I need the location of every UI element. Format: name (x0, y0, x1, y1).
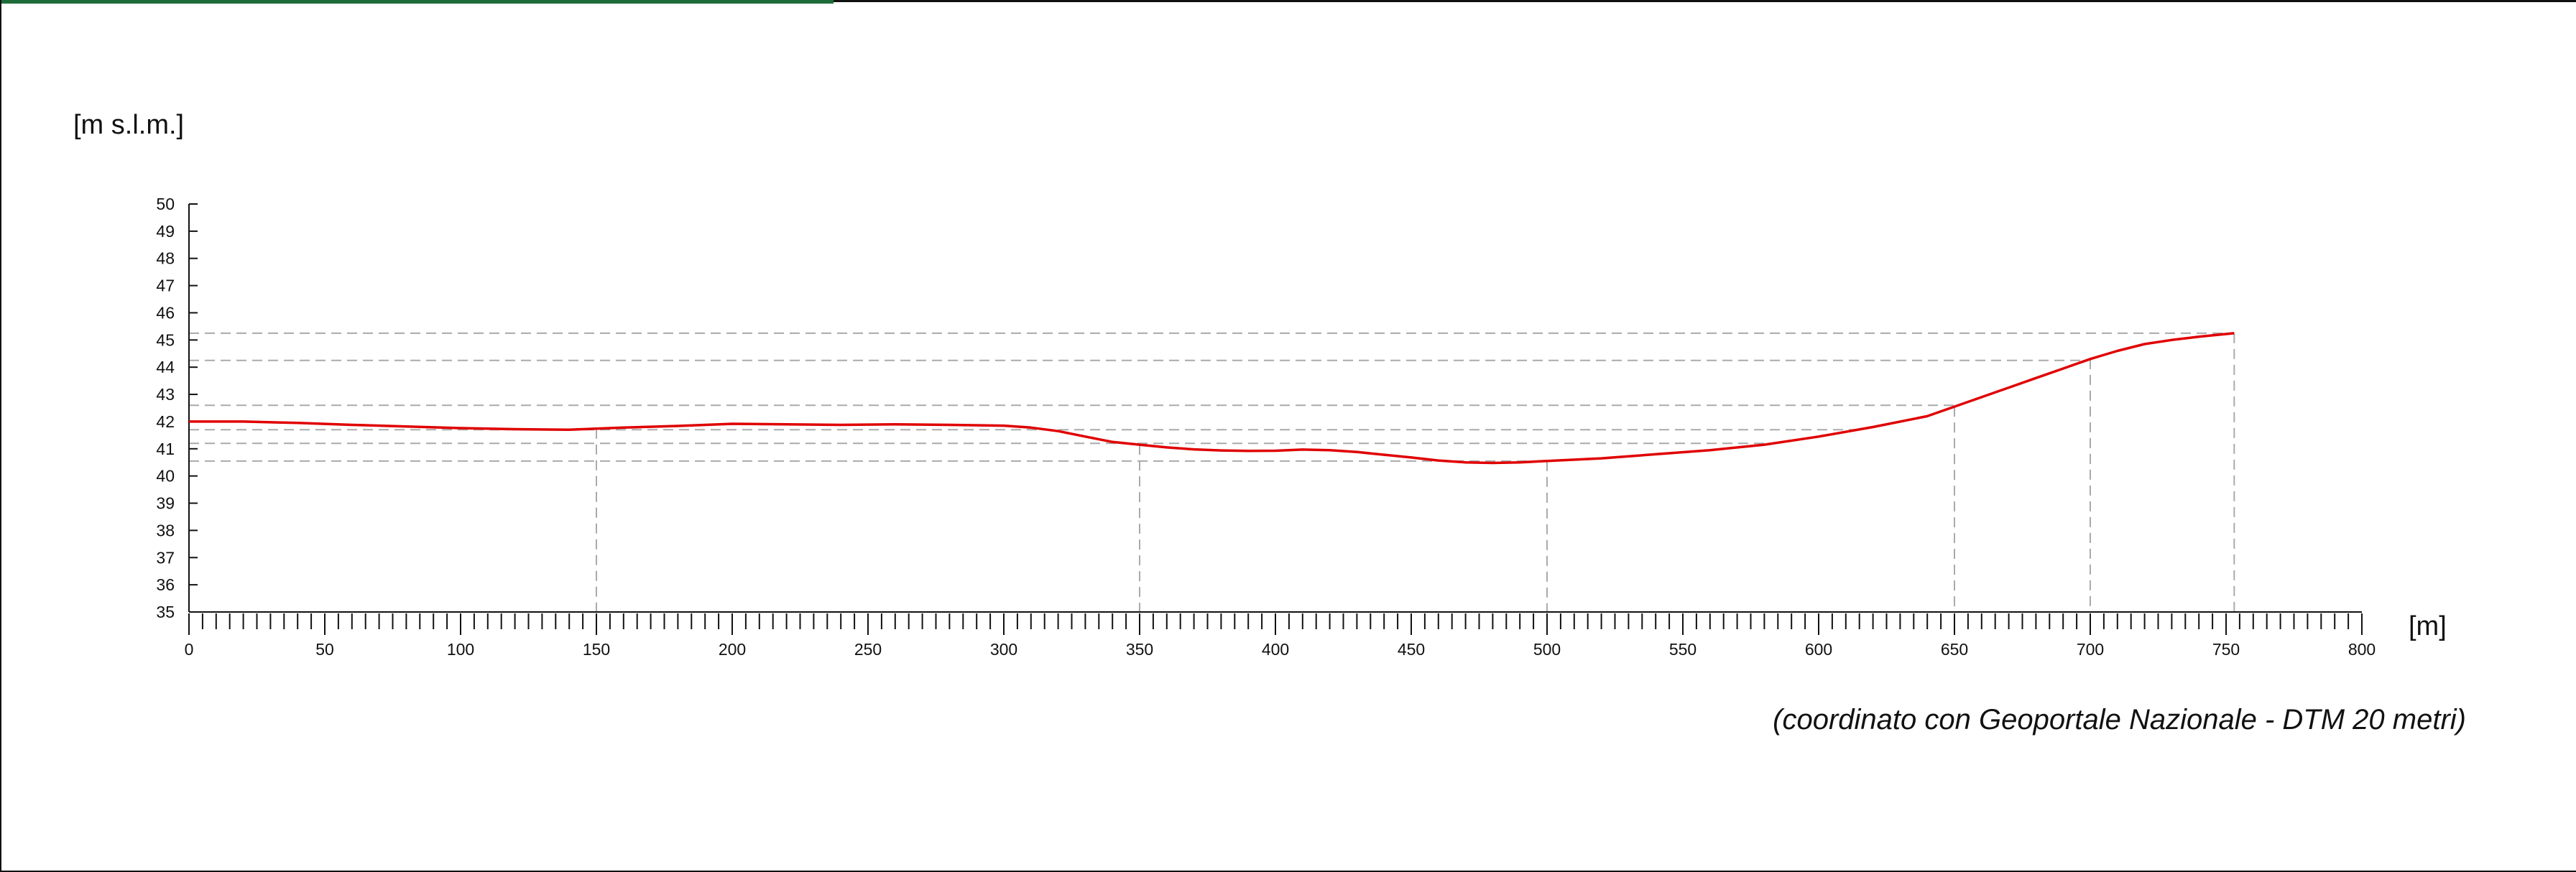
x-tick-label: 750 (2212, 640, 2240, 659)
x-tick-label: 650 (1941, 640, 1968, 659)
series-layer (189, 332, 2235, 465)
x-tick-label: 250 (854, 640, 882, 659)
x-tick-label: 0 (185, 640, 194, 659)
y-tick-label: 40 (156, 467, 175, 486)
frame-top-accent (0, 0, 834, 4)
y-tick-label: 39 (156, 494, 175, 513)
x-tick-label: 800 (2348, 640, 2376, 659)
y-tick-label: 49 (156, 222, 175, 241)
y-tick-label: 45 (156, 330, 175, 349)
x-tick-label: 450 (1398, 640, 1425, 659)
y-tick-label: 38 (156, 521, 175, 539)
frame-top-border (0, 0, 2576, 2)
x-tick-label: 150 (583, 640, 610, 659)
x-tick-label: 400 (1262, 640, 1289, 659)
x-tick-label: 350 (1126, 640, 1153, 659)
elevation-profile-line (189, 332, 2235, 465)
y-tick-label: 46 (156, 303, 175, 322)
reference-guides (189, 332, 2235, 612)
x-tick-label: 300 (990, 640, 1017, 659)
y-tick-label: 44 (156, 358, 175, 376)
frame-bottom-border (0, 871, 2576, 872)
y-tick-label: 43 (156, 385, 175, 404)
x-tick-label: 500 (1533, 640, 1561, 659)
x-tick-label: 600 (1805, 640, 1832, 659)
x-tick-label: 50 (315, 640, 334, 659)
y-tick-label: 42 (156, 412, 175, 431)
y-tick-label: 36 (156, 575, 175, 594)
x-tick-label: 550 (1669, 640, 1696, 659)
x-axis-unit-label: [m] (2409, 611, 2447, 641)
source-note: (coordinato con Geoportale Nazionale - D… (1773, 704, 2466, 736)
y-tick-label: 35 (156, 603, 175, 621)
frame-left-border (0, 0, 1, 872)
x-tick-label: 700 (2077, 640, 2104, 659)
y-tick-label: 41 (156, 440, 175, 458)
x-tick-label: 100 (447, 640, 474, 659)
y-tick-label: 47 (156, 277, 175, 295)
x-tick-label: 200 (719, 640, 746, 659)
y-tick-label: 37 (156, 548, 175, 567)
y-tick-label: 50 (156, 195, 175, 213)
y-tick-label: 48 (156, 249, 175, 268)
y-axis-unit-label: [m s.l.m.] (73, 110, 184, 140)
